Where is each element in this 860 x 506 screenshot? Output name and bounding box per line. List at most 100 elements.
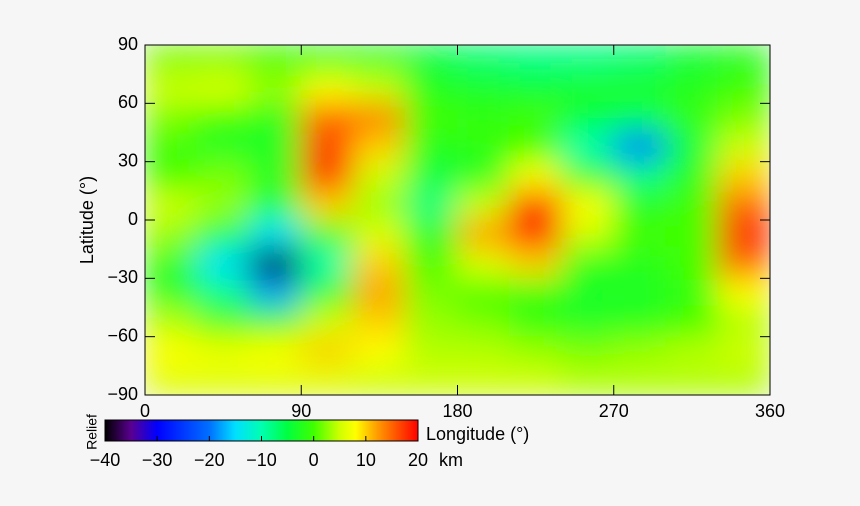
colorbar-unit: km bbox=[439, 450, 463, 470]
heat-cell bbox=[248, 277, 302, 308]
heat-cell bbox=[196, 161, 250, 192]
heat-cell bbox=[457, 73, 511, 104]
heat-cell bbox=[613, 219, 667, 250]
heat-cell bbox=[665, 102, 719, 133]
heat-cell bbox=[613, 307, 667, 338]
heat-cell bbox=[404, 365, 458, 395]
heat-cell bbox=[352, 102, 406, 133]
y-tick-label: 60 bbox=[118, 92, 138, 112]
heat-cell bbox=[561, 277, 615, 308]
heat-cell bbox=[665, 277, 719, 308]
heat-cell bbox=[196, 277, 250, 308]
heat-cell bbox=[352, 336, 406, 367]
heat-cell bbox=[404, 248, 458, 279]
heat-cell bbox=[457, 45, 511, 75]
heat-cell bbox=[300, 161, 354, 192]
heat-cell bbox=[300, 365, 354, 395]
heat-cell bbox=[665, 365, 719, 395]
heat-cell bbox=[404, 190, 458, 221]
heat-cell bbox=[196, 336, 250, 367]
heat-cell bbox=[196, 132, 250, 163]
colorbar-tick-label: 20 bbox=[408, 450, 428, 470]
heat-cell bbox=[352, 219, 406, 250]
heat-cell bbox=[404, 161, 458, 192]
heat-cell bbox=[352, 45, 406, 75]
heat-cell bbox=[300, 219, 354, 250]
heat-cell bbox=[145, 336, 198, 367]
heat-cell bbox=[300, 102, 354, 133]
heat-cell bbox=[717, 73, 770, 104]
heat-cell bbox=[300, 190, 354, 221]
heat-cell bbox=[665, 161, 719, 192]
heat-cell bbox=[717, 336, 770, 367]
heat-cell bbox=[457, 219, 511, 250]
heat-cell bbox=[561, 336, 615, 367]
colorbar-label: Relief bbox=[84, 414, 100, 450]
y-tick-label: 90 bbox=[118, 34, 138, 54]
heat-cell bbox=[248, 336, 302, 367]
y-tick-label: 30 bbox=[118, 150, 138, 170]
heat-cell bbox=[404, 277, 458, 308]
heat-cell bbox=[717, 277, 770, 308]
heat-cell bbox=[561, 102, 615, 133]
heat-cell bbox=[352, 132, 406, 163]
heat-cell bbox=[509, 73, 563, 104]
heat-cell bbox=[665, 336, 719, 367]
heat-cell bbox=[196, 73, 250, 104]
heat-cell bbox=[509, 132, 563, 163]
colorbar-tick-label: −40 bbox=[90, 450, 121, 470]
heat-cell bbox=[509, 365, 563, 395]
heat-cell bbox=[665, 190, 719, 221]
heat-cell bbox=[717, 45, 770, 75]
heat-cell bbox=[665, 73, 719, 104]
heat-cell bbox=[561, 161, 615, 192]
heat-cell bbox=[457, 102, 511, 133]
heat-cell bbox=[248, 219, 302, 250]
heat-cell bbox=[613, 336, 667, 367]
heat-cell bbox=[196, 219, 250, 250]
heat-cell bbox=[613, 102, 667, 133]
heat-cell bbox=[457, 190, 511, 221]
heat-cell bbox=[300, 248, 354, 279]
heat-cell bbox=[404, 45, 458, 75]
heat-cell bbox=[404, 73, 458, 104]
heat-cell bbox=[300, 45, 354, 75]
heat-cell bbox=[561, 73, 615, 104]
heat-cell bbox=[248, 190, 302, 221]
heat-cell bbox=[352, 190, 406, 221]
heat-cell bbox=[613, 73, 667, 104]
heat-cell bbox=[457, 307, 511, 338]
heat-cell bbox=[145, 102, 198, 133]
heat-cell bbox=[248, 102, 302, 133]
heat-cell bbox=[457, 132, 511, 163]
heat-cell bbox=[352, 73, 406, 104]
heat-cell bbox=[665, 219, 719, 250]
heatmap bbox=[145, 45, 770, 395]
heat-cell bbox=[196, 45, 250, 75]
heat-cell bbox=[457, 248, 511, 279]
heat-cell bbox=[404, 307, 458, 338]
heat-cell bbox=[404, 219, 458, 250]
heat-cell bbox=[665, 248, 719, 279]
heat-cell bbox=[665, 132, 719, 163]
heat-cell bbox=[404, 102, 458, 133]
heat-cell bbox=[196, 365, 250, 395]
heat-cell bbox=[145, 365, 198, 395]
heat-cell bbox=[404, 132, 458, 163]
heat-cell bbox=[561, 365, 615, 395]
plot-area bbox=[145, 45, 770, 395]
heat-cell bbox=[352, 161, 406, 192]
colorbar-tick-label: 10 bbox=[356, 450, 376, 470]
heat-cell bbox=[248, 365, 302, 395]
heat-cell bbox=[509, 102, 563, 133]
heat-cell bbox=[145, 307, 198, 338]
colorbar-tick-label: −10 bbox=[246, 450, 277, 470]
heat-cell bbox=[145, 190, 198, 221]
y-axis-label: Latitude (°) bbox=[77, 176, 97, 264]
heat-cell bbox=[717, 248, 770, 279]
x-axis-label: Longitude (°) bbox=[426, 424, 529, 444]
heat-cell bbox=[717, 132, 770, 163]
heat-cell bbox=[300, 307, 354, 338]
